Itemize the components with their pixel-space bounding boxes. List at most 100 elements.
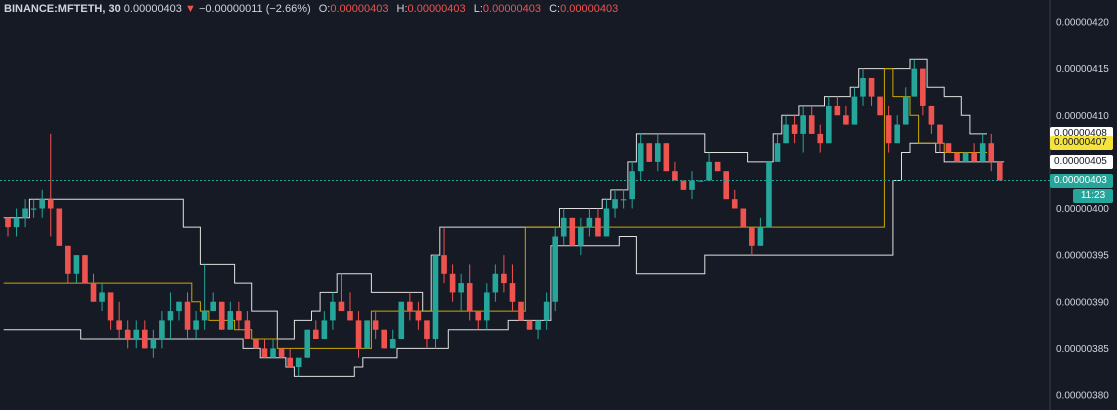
candle-body — [783, 124, 789, 144]
candle — [663, 143, 670, 172]
candle — [142, 320, 148, 349]
price-tick-label: 0.00000385 — [1056, 344, 1109, 355]
candle-body — [261, 348, 268, 358]
price-axis-ticks: 0.000004200.000004150.000004100.00000405… — [1056, 18, 1109, 402]
candle — [620, 189, 627, 209]
candle — [253, 339, 259, 349]
candle — [714, 161, 721, 172]
candle — [501, 255, 507, 293]
candle — [47, 133, 54, 237]
candle — [441, 227, 447, 284]
price-tick-label: 0.00000415 — [1056, 64, 1109, 75]
candle-body — [560, 217, 567, 237]
candle-body — [150, 339, 157, 349]
candle — [757, 217, 764, 246]
candle — [372, 311, 379, 340]
candle-body — [586, 217, 593, 228]
price-tick-label: 0.00000390 — [1056, 297, 1109, 308]
candle — [90, 273, 97, 302]
candle-body — [808, 115, 815, 134]
candle-body — [475, 311, 482, 321]
candle-body — [321, 320, 328, 340]
candle — [697, 180, 704, 182]
candle-body — [73, 255, 80, 274]
candle — [851, 87, 858, 125]
candle — [595, 208, 601, 237]
candle-body — [800, 115, 806, 134]
candle-body — [962, 152, 969, 162]
candle-body — [372, 320, 379, 330]
candle — [843, 105, 849, 125]
candle — [954, 152, 960, 162]
candle — [885, 105, 892, 153]
candle-body — [860, 77, 866, 97]
candle-body — [680, 180, 687, 190]
candle — [911, 59, 918, 97]
candle-body — [637, 143, 644, 172]
candle — [338, 273, 345, 312]
candle — [449, 264, 456, 302]
candle-body — [389, 339, 396, 349]
candle-body — [997, 161, 1003, 181]
candle-body — [518, 301, 524, 321]
candle — [774, 133, 781, 162]
low-value: 0.00000403 — [482, 3, 542, 15]
candle-body — [22, 208, 28, 218]
candle-body — [620, 199, 627, 201]
candle — [791, 115, 798, 144]
candle — [766, 161, 772, 228]
candle — [22, 199, 28, 228]
candle-body — [526, 320, 533, 330]
last-price: 0.00000403 — [123, 3, 182, 15]
price-axis-background[interactable] — [1050, 0, 1117, 410]
high-value: 0.00000403 — [407, 3, 466, 15]
candle — [749, 227, 755, 256]
candle-body — [731, 199, 738, 209]
price-tick-label: 0.00000410 — [1056, 111, 1109, 122]
candle — [526, 320, 533, 330]
candle-body — [364, 320, 370, 349]
candle — [210, 292, 216, 312]
candle-body — [330, 301, 336, 321]
candle — [740, 208, 747, 228]
candle — [920, 68, 926, 116]
candle-body — [851, 96, 858, 125]
candle — [706, 152, 712, 181]
candle — [321, 311, 328, 340]
candle — [731, 189, 738, 209]
candle — [124, 320, 131, 349]
candle — [193, 311, 199, 340]
candle-body — [603, 208, 610, 237]
candle-body — [877, 96, 883, 116]
candle-body — [971, 152, 977, 162]
candle — [270, 339, 276, 358]
candle-body — [218, 301, 225, 330]
candle — [73, 255, 80, 284]
price-badge-channel-mid: 0.00000407 — [1050, 136, 1113, 151]
candle — [304, 329, 311, 358]
candle — [877, 96, 883, 116]
candle-body — [552, 236, 558, 302]
candle-body — [979, 143, 986, 162]
candle — [295, 357, 302, 377]
candle-body — [116, 320, 122, 330]
candle — [894, 115, 900, 144]
candle — [552, 227, 558, 312]
symbol-label[interactable]: BINANCE:MFTETH, 30 — [4, 3, 121, 15]
candle — [509, 264, 516, 312]
candle-body — [30, 208, 37, 210]
candle-body — [902, 96, 909, 125]
candle-body — [287, 357, 293, 368]
candle-body — [595, 217, 601, 237]
candle — [937, 124, 943, 153]
candle-body — [672, 171, 678, 181]
candle-body — [253, 339, 259, 349]
candle-body — [920, 68, 926, 106]
candle-body — [868, 77, 875, 97]
candle-body — [928, 105, 935, 125]
candle-body — [663, 143, 670, 172]
down-arrow-icon: ▼ — [184, 3, 196, 15]
candle — [176, 301, 182, 321]
candle — [184, 292, 191, 340]
